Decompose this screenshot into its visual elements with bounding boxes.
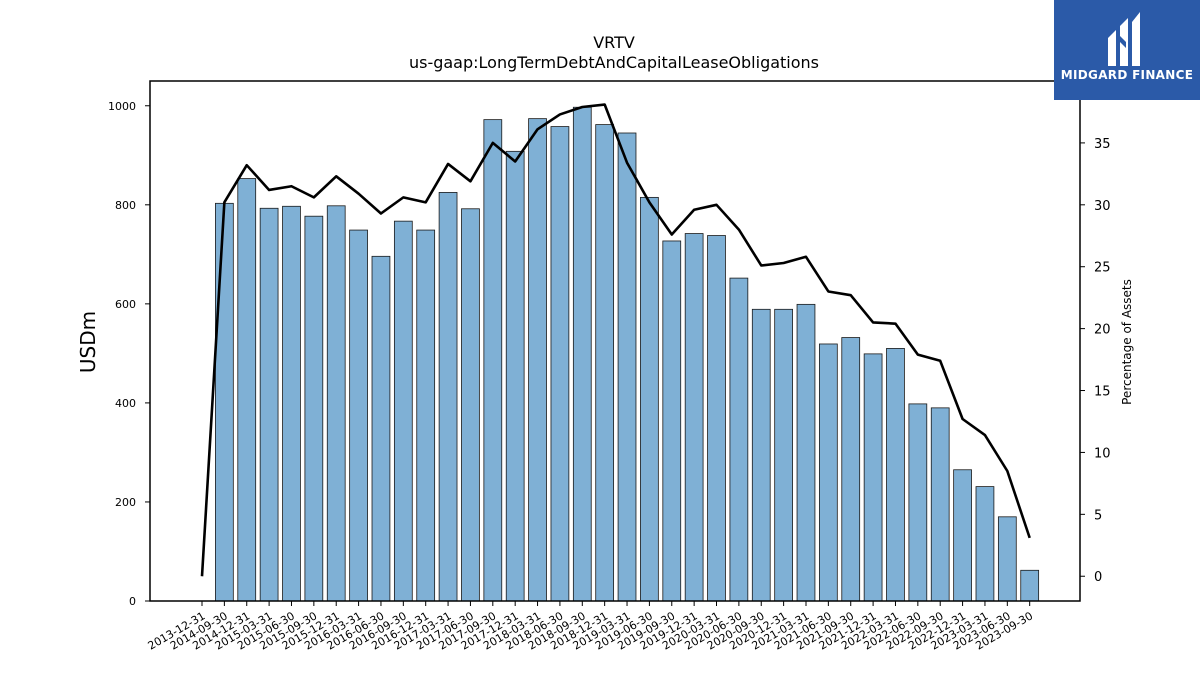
y-tick-label: 800: [115, 199, 136, 212]
bar: [595, 124, 615, 602]
bar: [371, 255, 391, 602]
bar: [953, 469, 972, 602]
y-axis-label: USDm: [76, 311, 100, 373]
bar: [774, 308, 793, 602]
percentage-line: [200, 103, 1031, 577]
bar-series: [215, 106, 1040, 602]
bar: [215, 202, 234, 602]
midgard-finance-logo: MIDGARD FINANCE: [1054, 0, 1200, 100]
axes: 02004006008001000051015202530352013-12-3…: [108, 80, 1111, 653]
y2-tick-label: 5: [1094, 508, 1102, 523]
bar: [282, 205, 301, 602]
bar: [640, 196, 659, 602]
bar: [819, 343, 838, 602]
bar: [684, 233, 704, 602]
chart-subtitle: us-gaap:LongTermDebtAndCapitalLeaseOblig…: [409, 53, 819, 72]
bar: [617, 132, 637, 602]
y2-tick-label: 35: [1094, 137, 1111, 152]
bar: [438, 192, 458, 602]
bar: [349, 229, 368, 602]
bar: [863, 353, 883, 602]
y-tick-label: 1000: [108, 100, 136, 113]
midgard-logo-icon: [1108, 12, 1140, 66]
logo-text: MIDGARD FINANCE: [1060, 68, 1194, 82]
bar: [751, 308, 771, 602]
y2-tick-label: 20: [1094, 323, 1111, 338]
bar: [975, 486, 995, 602]
bar: [997, 516, 1017, 602]
plot-frame: [149, 80, 1081, 602]
bar: [416, 229, 436, 602]
y-tick-label: 600: [115, 298, 136, 311]
bar: [796, 303, 816, 602]
y2-tick-label: 0: [1094, 570, 1102, 585]
bar: [886, 348, 905, 602]
bar: [237, 178, 257, 602]
bar: [461, 208, 480, 602]
bar: [505, 150, 525, 602]
y2-tick-label: 10: [1094, 446, 1111, 461]
bar: [908, 403, 928, 602]
y2-axis-label: Percentage of Assets: [1120, 279, 1134, 405]
bar: [841, 337, 861, 602]
y-tick-label: 0: [129, 595, 136, 608]
y2-tick-label: 30: [1094, 199, 1111, 214]
bar: [662, 240, 682, 602]
y-tick-label: 400: [115, 397, 136, 410]
bar: [550, 126, 570, 602]
bar: [326, 205, 346, 602]
y2-tick-label: 15: [1094, 385, 1111, 400]
bar: [528, 118, 547, 602]
y-tick-label: 200: [115, 496, 136, 509]
line-series: [200, 103, 1031, 577]
bar: [572, 106, 592, 602]
bar: [259, 207, 279, 602]
bar: [930, 407, 950, 602]
bar: [304, 215, 324, 602]
y2-tick-label: 25: [1094, 261, 1111, 276]
chart-title: VRTV: [593, 33, 635, 52]
bar: [393, 220, 413, 602]
bar: [729, 277, 749, 602]
bar: [707, 235, 726, 602]
bar: [1020, 569, 1040, 602]
bar: [483, 119, 503, 602]
